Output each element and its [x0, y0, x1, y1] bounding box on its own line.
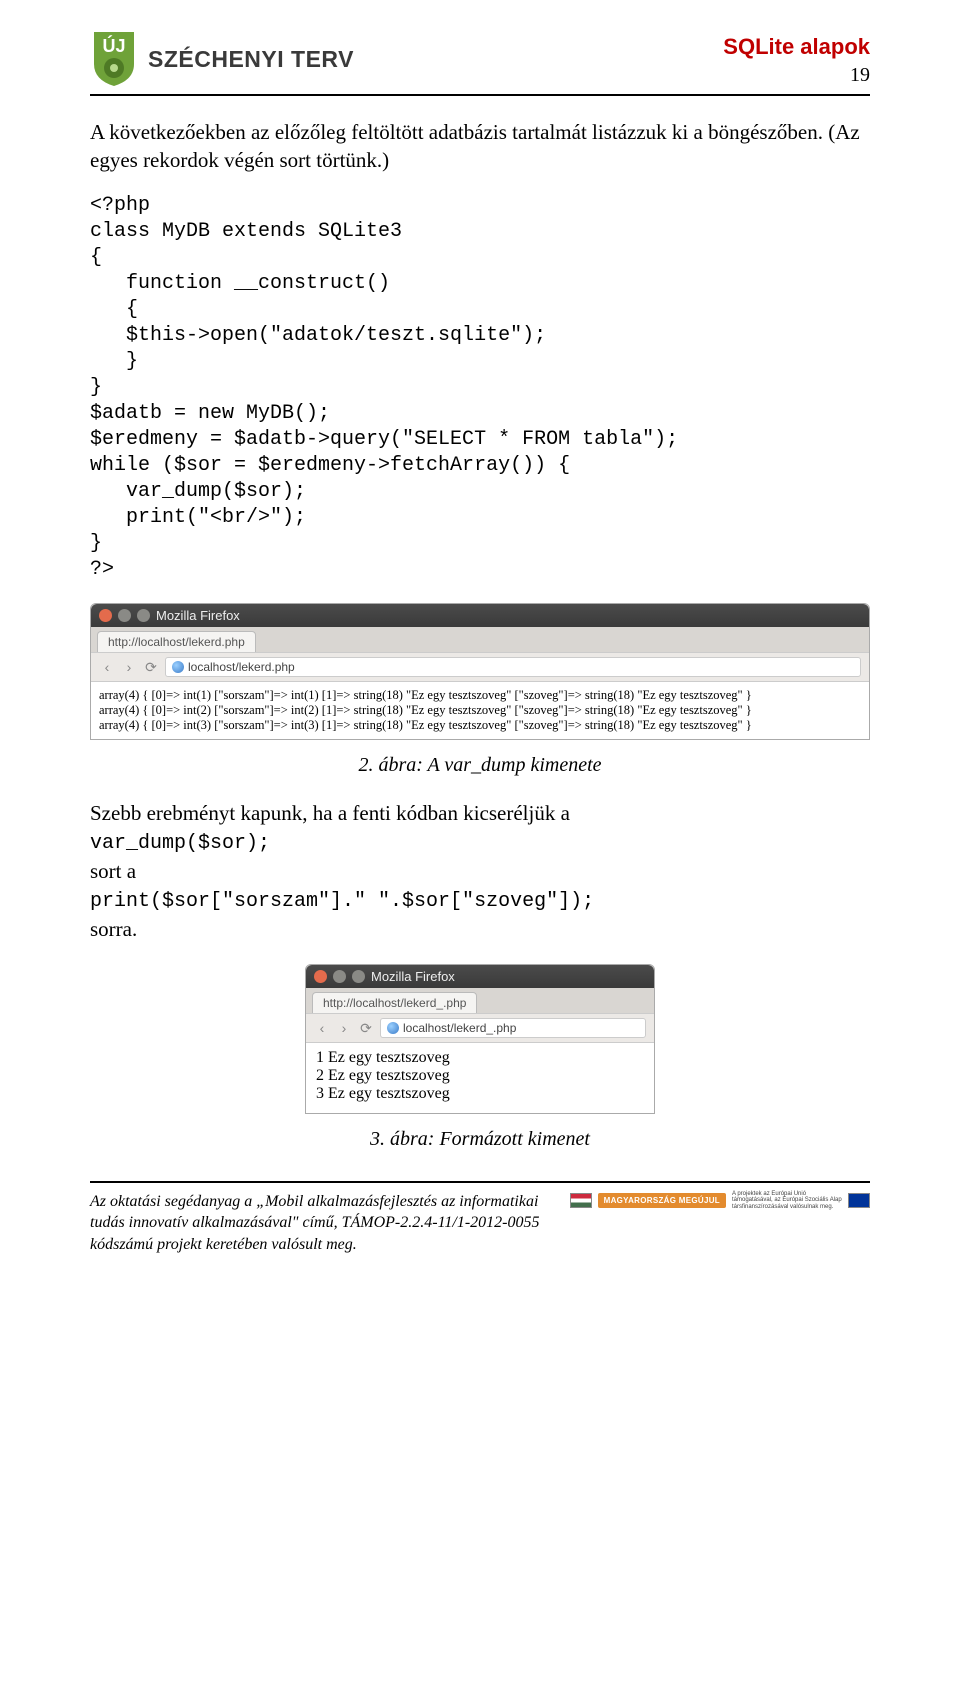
para2-code-a: var_dump($sor);: [90, 832, 270, 855]
nav-back-icon: ‹: [99, 659, 115, 675]
svg-text:ÚJ: ÚJ: [102, 35, 125, 56]
paragraph-2: Szebb erebményt kapunk, ha a fenti kódba…: [90, 799, 870, 944]
globe-icon: [387, 1022, 399, 1034]
output-line: array(4) { [0]=> int(2) ["sorszam"]=> in…: [99, 703, 861, 718]
browser-url-text: localhost/lekerd.php: [188, 660, 295, 674]
output-line: 1 Ez egy tesztszoveg: [316, 1049, 644, 1067]
output-line: array(4) { [0]=> int(1) ["sorszam"]=> in…: [99, 688, 861, 703]
page-footer: Az oktatási segédanyag a „Mobil alkalmaz…: [90, 1181, 870, 1256]
window-close-icon: [99, 609, 112, 622]
para2-text-c: sorra.: [90, 917, 137, 941]
para2-code-b: print($sor["sorszam"]." ".$sor["szoveg"]…: [90, 890, 594, 913]
browser-screenshot-1: Mozilla Firefox http://localhost/lekerd.…: [90, 603, 870, 740]
window-close-icon: [314, 970, 327, 983]
browser-url-bar: localhost/lekerd_.php: [380, 1018, 646, 1038]
output-line: 3 Ez egy tesztszoveg: [316, 1085, 644, 1103]
browser-title: Mozilla Firefox: [156, 608, 240, 623]
window-maximize-icon: [137, 609, 150, 622]
para2-text-a: Szebb erebményt kapunk, ha a fenti kódba…: [90, 801, 570, 825]
page-number: 19: [723, 64, 870, 87]
para2-text-b: sort a: [90, 859, 136, 883]
document-title: SQLite alapok: [723, 34, 870, 60]
output-line: 2 Ez egy tesztszoveg: [316, 1067, 644, 1085]
hungary-flag-icon: [570, 1193, 592, 1208]
nav-reload-icon: ⟳: [358, 1020, 374, 1036]
globe-icon: [172, 661, 184, 673]
figure-caption-1: 2. ábra: A var_dump kimenete: [90, 754, 870, 777]
intro-paragraph: A következőekben az előzőleg feltöltött …: [90, 118, 870, 175]
logo-text: SZÉCHENYI TERV: [148, 46, 354, 73]
nav-forward-icon: ›: [121, 659, 137, 675]
browser-navbar: ‹ › ⟳ localhost/lekerd.php: [91, 652, 869, 682]
browser-tab: http://localhost/lekerd.php: [97, 631, 256, 652]
browser-tab: http://localhost/lekerd_.php: [312, 992, 477, 1013]
header-divider: [90, 94, 870, 96]
window-minimize-icon: [118, 609, 131, 622]
window-minimize-icon: [333, 970, 346, 983]
browser-screenshot-2: Mozilla Firefox http://localhost/lekerd_…: [305, 964, 655, 1114]
browser-titlebar: Mozilla Firefox: [306, 965, 654, 988]
browser-titlebar: Mozilla Firefox: [91, 604, 869, 627]
browser-url-bar: localhost/lekerd.php: [165, 657, 861, 677]
nav-reload-icon: ⟳: [143, 659, 159, 675]
browser-navbar: ‹ › ⟳ localhost/lekerd_.php: [306, 1013, 654, 1043]
footer-logos: MAGYARORSZÁG MEGÚJUL A projektek az Euró…: [570, 1191, 870, 1211]
browser-tabs: http://localhost/lekerd.php: [91, 627, 869, 652]
logo-block: ÚJ SZÉCHENYI TERV: [90, 30, 354, 88]
browser-content: 1 Ez egy tesztszoveg 2 Ez egy tesztszove…: [306, 1043, 654, 1113]
footer-text: Az oktatási segédanyag a „Mobil alkalmaz…: [90, 1191, 554, 1256]
nav-forward-icon: ›: [336, 1020, 352, 1036]
output-line: array(4) { [0]=> int(3) ["sorszam"]=> in…: [99, 718, 861, 733]
nav-back-icon: ‹: [314, 1020, 330, 1036]
php-code-block-1: <?php class MyDB extends SQLite3 { funct…: [90, 193, 870, 583]
figure-caption-2: 3. ábra: Formázott kimenet: [90, 1128, 870, 1151]
browser-tabs: http://localhost/lekerd_.php: [306, 988, 654, 1013]
browser-url-text: localhost/lekerd_.php: [403, 1021, 516, 1035]
page-header: ÚJ SZÉCHENYI TERV SQLite alapok 19: [90, 30, 870, 88]
eu-flag-icon: [848, 1193, 870, 1208]
szechenyi-logo-icon: ÚJ: [90, 30, 138, 88]
footer-badge: MAGYARORSZÁG MEGÚJUL: [598, 1193, 726, 1208]
footer-eu-text: A projektek az Európai Unió támogatásáva…: [732, 1191, 842, 1211]
browser-title: Mozilla Firefox: [371, 969, 455, 984]
browser-content: array(4) { [0]=> int(1) ["sorszam"]=> in…: [91, 682, 869, 739]
window-maximize-icon: [352, 970, 365, 983]
